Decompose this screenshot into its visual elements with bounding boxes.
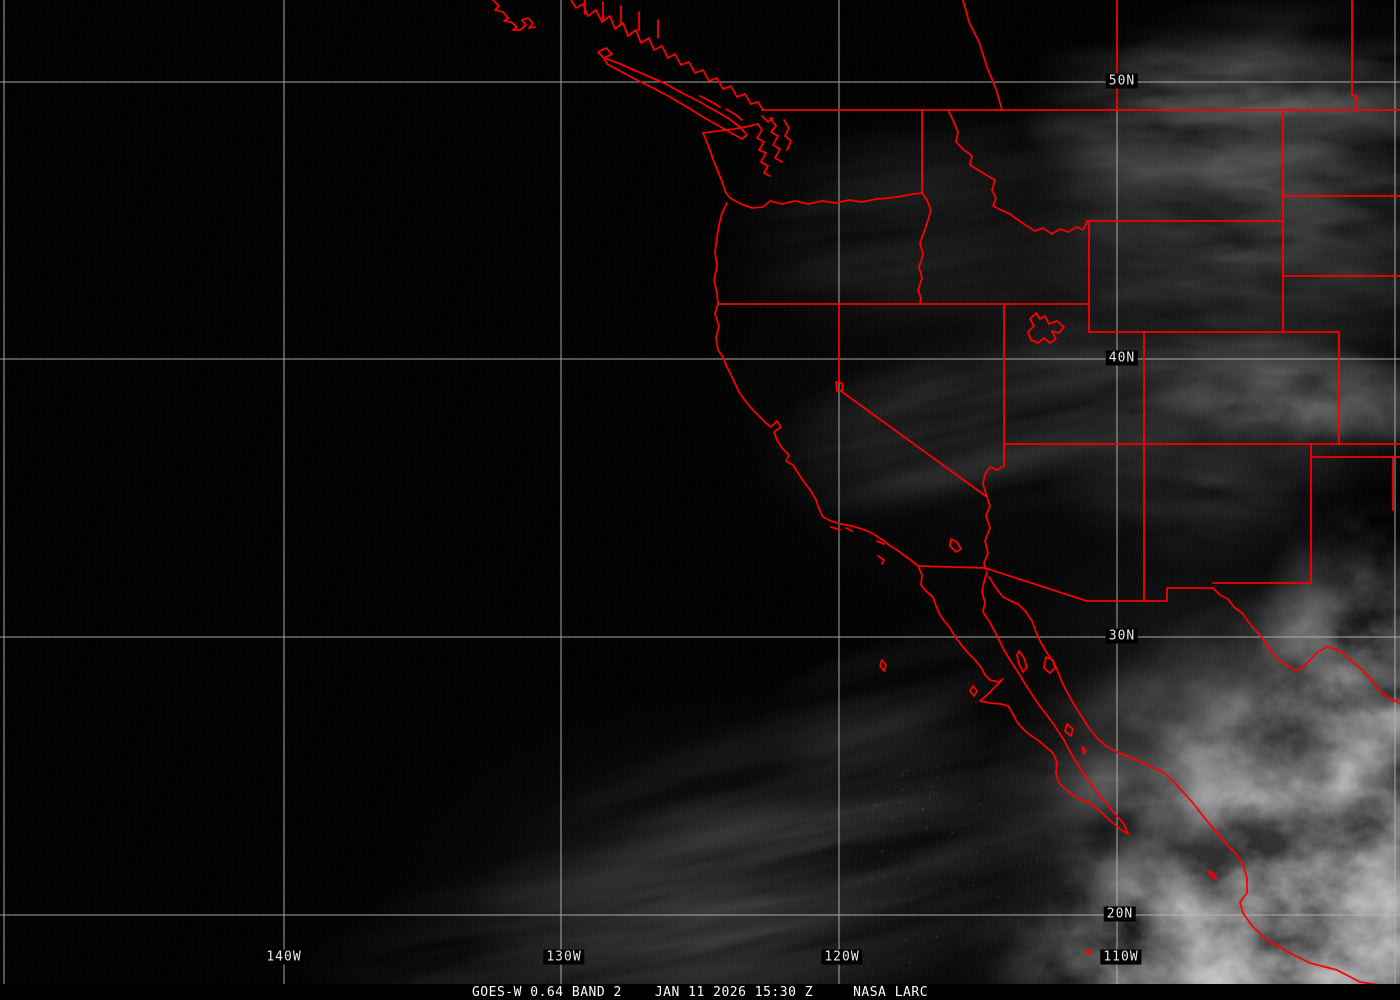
image-caption-bar: GOES-W 0.64 BAND 2 JAN 11 2026 15:30 Z N… xyxy=(0,984,1400,1000)
nevada-arizona-colorado-river xyxy=(982,443,1005,571)
puget-sound-inlets xyxy=(702,115,792,177)
us-mexico-border-newmexico xyxy=(1086,587,1214,602)
grid-label-120w: 120W xyxy=(821,949,863,965)
gulf-islands xyxy=(699,95,743,121)
socorro-island xyxy=(1085,948,1092,955)
us-mexico-border-california xyxy=(917,565,986,569)
grid-label-20n: 20N xyxy=(1103,906,1137,922)
us-mexico-border-arizona xyxy=(984,567,1088,602)
bc-alberta-border xyxy=(962,0,1003,111)
rio-grande-river-border xyxy=(1212,587,1400,704)
washington-coastline xyxy=(702,132,731,199)
guadalupe-island xyxy=(879,659,887,672)
islas-marias xyxy=(1208,870,1217,880)
cedros-island xyxy=(969,685,978,697)
bc-mainland-coastline xyxy=(570,0,764,111)
grid-label-40n: 40N xyxy=(1105,350,1139,366)
grid-label-50n: 50N xyxy=(1105,73,1139,89)
bc-fjord-inlets xyxy=(584,0,659,39)
california-nevada-diagonal-border xyxy=(840,390,988,498)
columbia-river-wa-or-border xyxy=(729,192,923,209)
saskatchewan-manitoba-border xyxy=(1351,0,1358,111)
cloud-layer xyxy=(272,0,1400,1000)
grid-label-130w: 130W xyxy=(543,949,585,965)
great-salt-lake-outline xyxy=(1027,312,1065,344)
gulf-of-california-islands xyxy=(1016,650,1087,755)
oregon-coastline xyxy=(713,202,728,305)
map-boundaries-overlay xyxy=(492,0,1400,988)
vancouver-island-outline xyxy=(597,47,748,140)
baja-california-pacific-coastline xyxy=(917,565,1129,835)
grid-label-140w: 140W xyxy=(263,949,305,965)
lake-tahoe-outline xyxy=(835,381,844,392)
caption-credit: NASA LARC xyxy=(853,984,929,1000)
caption-satellite-band: GOES-W 0.64 BAND 2 xyxy=(471,984,622,1000)
oregon-idaho-snake-river-border xyxy=(917,192,932,305)
salton-sea-outline xyxy=(949,538,962,553)
haida-gwaii-islands xyxy=(492,0,536,31)
caption-timestamp: JAN 11 2026 15:30 Z xyxy=(654,984,814,1000)
idaho-montana-border xyxy=(947,109,1088,235)
baja-california-gulf-coastline xyxy=(981,571,1129,835)
california-coastline xyxy=(714,303,919,567)
grid-label-30n: 30N xyxy=(1105,628,1139,644)
grid-label-110w: 110W xyxy=(1100,949,1142,965)
mexico-mainland-coastline xyxy=(988,576,1393,988)
channel-islands xyxy=(830,526,885,565)
